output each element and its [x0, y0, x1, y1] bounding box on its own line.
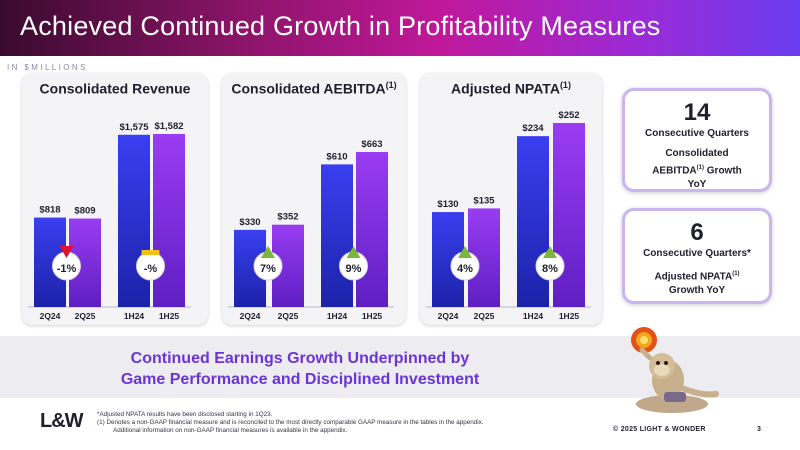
chart-title: Consolidated Revenue [39, 80, 191, 97]
revenue-chart-panel: Consolidated Revenue $818 2Q24 $809 2Q25 -1%… [22, 73, 208, 325]
category-label: 2Q25 [75, 311, 96, 321]
value-label: $1,582 [154, 121, 183, 132]
mascot-illustration [631, 327, 719, 413]
page-title: Achieved Continued Growth in Profitabili… [20, 11, 661, 41]
streak-number: 14 [683, 99, 711, 126]
flat-dash-icon [141, 250, 160, 255]
up-arrow-icon [543, 246, 557, 258]
value-label: $130 [437, 199, 458, 210]
revenue-chart: $818 2Q24 $809 2Q25 -1% $1,575 1H24 $1,582 1H25 -… [28, 121, 191, 321]
value-label: $663 [361, 139, 382, 150]
header-bar: Achieved Continued Growth in Profitabili… [0, 0, 800, 56]
npata-chart-panel: Adjusted NPATA(1) $130 2Q24 $135 2Q25 4% $234… [420, 73, 602, 325]
bar-1h24 [517, 136, 549, 307]
aebitda-chart-panel: Consolidated AEBITDA(1) $330 2Q24 $352 2Q25… [222, 73, 406, 325]
npata-chart: $130 2Q24 $135 2Q25 4% $234 1H24 $252 1H25 8% [426, 110, 591, 321]
down-arrow-icon [59, 246, 74, 258]
chart-title: Consolidated AEBITDA(1) [231, 80, 397, 97]
up-arrow-icon [346, 246, 361, 258]
streak-line: Consecutive Quarters [645, 128, 749, 139]
footnote-1: *Adjusted NPATA results have been disclo… [97, 411, 273, 418]
change-label: -1% [57, 263, 77, 275]
value-label: $135 [473, 195, 495, 206]
streak-line: Adjusted NPATA(1) [654, 271, 740, 283]
change-label: 7% [260, 263, 276, 275]
change-label: 8% [542, 263, 558, 275]
category-label: 1H25 [559, 311, 580, 321]
value-label: $1,575 [119, 122, 149, 133]
banner-line-1: Continued Earnings Growth Underpinned by [130, 350, 470, 367]
streak-line: YoY [687, 179, 707, 191]
category-label: 1H24 [523, 311, 544, 321]
streak-line: AEBITDA(1) Growth [652, 165, 742, 177]
value-label: $252 [558, 110, 579, 121]
category-label: 1H24 [124, 311, 145, 321]
copyright: © 2025 LIGHT & WONDER [613, 426, 706, 433]
company-logo: L&W [40, 410, 84, 432]
banner-line-2: Game Performance and Disciplined Investm… [120, 371, 480, 388]
change-label: 9% [346, 263, 362, 275]
value-label: $610 [326, 151, 347, 162]
change-label: 4% [457, 263, 473, 275]
value-label: $809 [74, 206, 95, 217]
value-label: $818 [39, 205, 60, 216]
value-label: $330 [239, 217, 260, 228]
bar-1h24 [321, 164, 353, 307]
aebitda-streak-card: 14 Consecutive Quarters Consolidated AEB… [622, 88, 772, 192]
up-arrow-icon [458, 246, 472, 258]
streak-line: Consolidated [665, 148, 729, 159]
value-label: $234 [522, 123, 544, 134]
category-label: 2Q24 [438, 311, 459, 321]
value-label: $352 [277, 212, 298, 223]
streak-line: Growth YoY [668, 285, 726, 297]
streak-line: Consecutive Quarters* [643, 248, 751, 259]
footnote-3: Additional information on non-GAAP finan… [113, 427, 348, 434]
up-arrow-icon [261, 246, 275, 258]
npata-streak-card: 6 Consecutive Quarters* Adjusted NPATA(1… [622, 208, 772, 304]
streak-number: 6 [690, 219, 704, 246]
bar-1h24 [118, 134, 150, 307]
bar-1h25 [553, 123, 585, 307]
units-label: IN $MILLIONS [7, 63, 88, 72]
category-label: 2Q24 [240, 311, 261, 321]
bar-1h25 [356, 152, 388, 307]
category-label: 1H24 [327, 311, 348, 321]
category-label: 2Q25 [474, 311, 495, 321]
chart-title: Adjusted NPATA(1) [451, 80, 571, 97]
footnote-2: (1) Denotes a non-GAAP financial measure… [97, 419, 484, 426]
category-label: 1H25 [159, 311, 180, 321]
change-label: -% [144, 263, 158, 275]
aebitda-chart: $330 2Q24 $352 2Q25 7% $610 1H24 $663 1H25 9% [228, 139, 394, 321]
page-number: 3 [757, 426, 761, 433]
category-label: 2Q25 [278, 311, 299, 321]
bar-1h25 [153, 134, 185, 307]
category-label: 1H25 [362, 311, 383, 321]
category-label: 2Q24 [40, 311, 61, 321]
